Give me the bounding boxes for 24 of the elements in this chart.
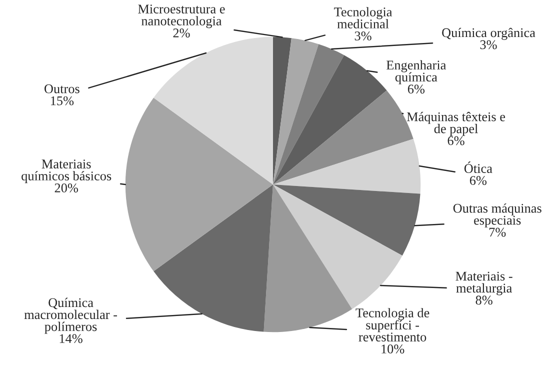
slice-label: Outras máquinas especiais xyxy=(453,203,542,228)
data-label: 10% xyxy=(382,344,404,354)
data-label: 8% xyxy=(476,296,492,305)
data-label: 6% xyxy=(470,176,487,185)
data-label: 6% xyxy=(448,136,464,146)
data-label: 6% xyxy=(408,84,425,94)
slice-label: Tecnologia medicinal xyxy=(334,7,392,28)
slice-label: Materiais - metalurgia xyxy=(456,272,512,296)
data-label: 20% xyxy=(54,183,78,192)
slice-label: Máquinas têxteis e de papel xyxy=(406,112,506,136)
slice-label: Tecnologia de superfíci - revestimento xyxy=(356,308,430,342)
data-label: 7% xyxy=(489,228,506,237)
slice-label: Química orgânica xyxy=(442,28,536,40)
slice-label: Materiais químicos básicos xyxy=(22,160,112,184)
data-label: 3% xyxy=(480,40,497,50)
slice-label: Engenharia química xyxy=(386,60,446,84)
slice-label: Microestrutura e nanotecnologia xyxy=(138,4,225,28)
data-label: 2% xyxy=(173,28,190,38)
slice-label: Química macromolecular - polímeros xyxy=(24,298,118,334)
slice-label: Ótica xyxy=(464,162,492,173)
data-label: 3% xyxy=(354,31,372,40)
data-label: 14% xyxy=(60,334,82,344)
slice-label: Outros xyxy=(44,84,80,94)
data-label: 15% xyxy=(51,96,74,106)
